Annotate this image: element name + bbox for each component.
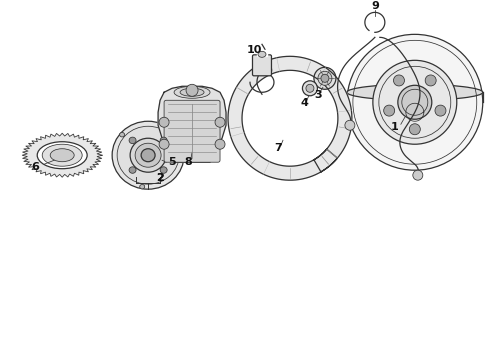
Ellipse shape [129,137,136,144]
Circle shape [409,124,420,135]
Circle shape [435,105,446,116]
Circle shape [318,71,332,85]
Text: 8: 8 [184,157,192,167]
Ellipse shape [42,144,82,166]
Text: 7: 7 [274,143,282,153]
Text: 1: 1 [391,122,399,132]
Circle shape [321,74,329,82]
Ellipse shape [140,184,145,189]
Ellipse shape [117,126,179,184]
Ellipse shape [174,86,210,98]
Ellipse shape [129,167,136,173]
Circle shape [425,75,436,86]
FancyBboxPatch shape [252,55,271,76]
Ellipse shape [141,149,155,162]
Ellipse shape [160,137,167,144]
Circle shape [314,67,336,89]
Circle shape [393,75,404,86]
Ellipse shape [130,138,166,172]
Circle shape [384,105,394,116]
Ellipse shape [177,142,182,147]
Circle shape [398,85,432,119]
Ellipse shape [120,132,124,137]
Circle shape [159,117,169,127]
Ellipse shape [112,121,184,189]
Text: 3: 3 [314,90,322,100]
Ellipse shape [258,51,266,57]
Text: 10: 10 [246,45,262,55]
Ellipse shape [50,149,74,162]
Text: 9: 9 [371,1,379,12]
Circle shape [306,84,314,92]
Polygon shape [228,56,352,180]
Text: 2: 2 [156,173,164,183]
Text: 2: 2 [156,173,164,183]
Ellipse shape [37,142,87,169]
Circle shape [347,34,483,170]
Circle shape [159,139,169,149]
FancyBboxPatch shape [164,100,220,162]
Circle shape [345,120,355,130]
Polygon shape [257,50,267,56]
Circle shape [215,139,225,149]
Circle shape [186,84,198,96]
Ellipse shape [135,143,161,167]
Ellipse shape [160,167,167,173]
Circle shape [215,117,225,127]
Ellipse shape [180,88,204,96]
Text: 4: 4 [301,98,309,108]
Ellipse shape [347,84,483,100]
Text: 6: 6 [31,162,39,172]
Circle shape [373,60,457,144]
Circle shape [413,170,423,180]
Polygon shape [158,86,226,162]
Polygon shape [22,133,102,177]
Circle shape [302,81,318,96]
Text: 5: 5 [168,157,176,167]
